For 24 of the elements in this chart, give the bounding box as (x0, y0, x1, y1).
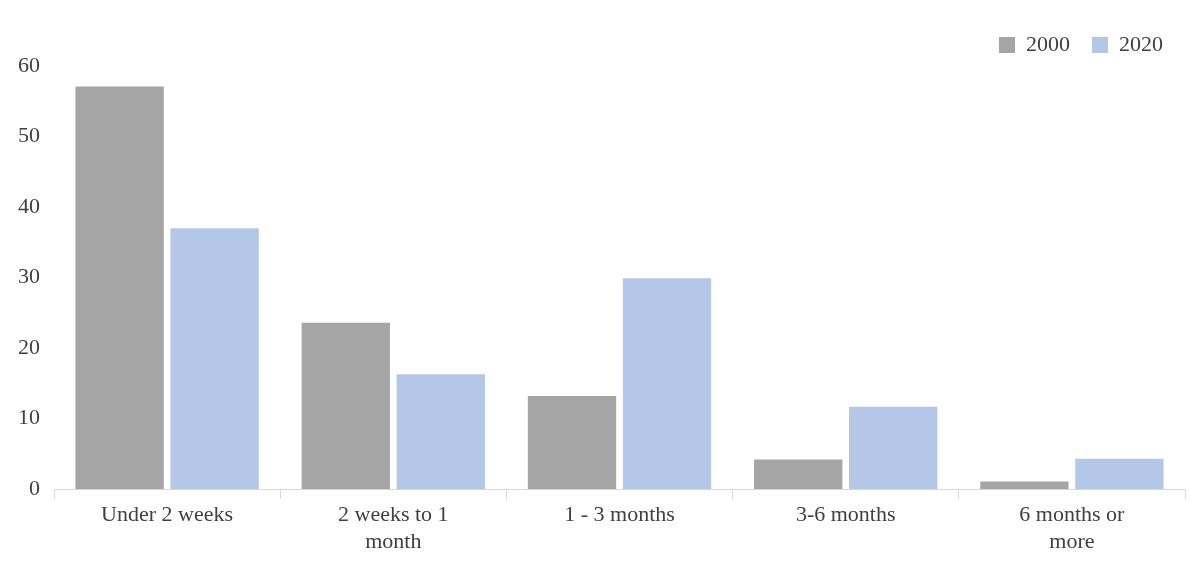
x-tick-label: 3-6 months (795, 501, 896, 527)
bar (980, 481, 1069, 490)
bar (849, 406, 938, 490)
bar (301, 322, 390, 490)
legend-label: 2020 (1119, 30, 1163, 56)
bar (622, 278, 712, 490)
y-tick-label: 60 (18, 51, 40, 77)
x-tick-label: 6 months or more (1019, 501, 1126, 553)
y-tick-label: 0 (29, 474, 40, 500)
x-tick-label: 1 - 3 months (564, 501, 675, 527)
y-tick-label: 40 (18, 192, 40, 218)
y-tick-label: 50 (18, 122, 40, 148)
x-tick-label: 2 weeks to 1 month (338, 501, 449, 553)
bar (170, 228, 259, 490)
legend-label: 2000 (1026, 30, 1070, 56)
bar (396, 374, 485, 490)
y-tick-label: 30 (18, 263, 40, 289)
bar (527, 396, 617, 490)
y-tick-label: 10 (18, 404, 40, 430)
bar (754, 459, 843, 490)
bar (1075, 458, 1164, 490)
y-tick-label: 20 (18, 333, 40, 359)
x-tick-label: Under 2 weeks (101, 501, 234, 527)
bar (75, 86, 164, 490)
